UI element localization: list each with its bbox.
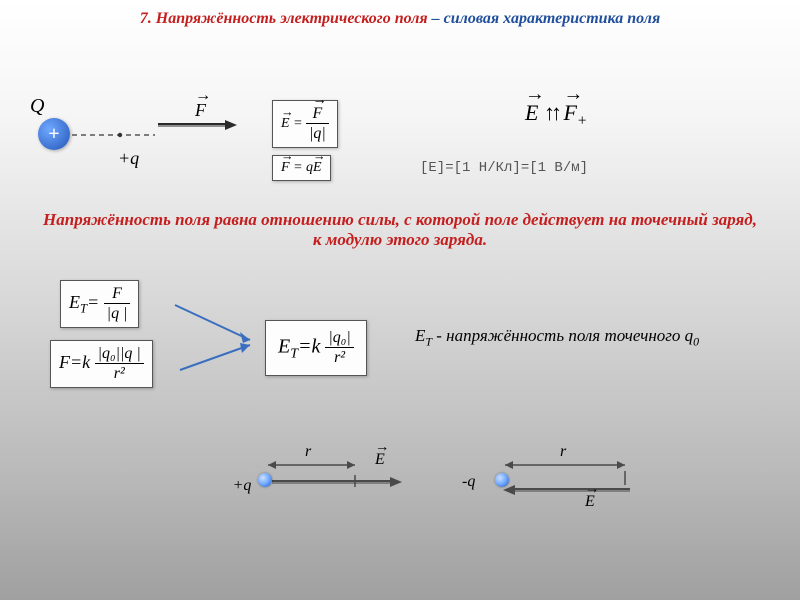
formula-E-definition: E = F|q| <box>272 100 338 148</box>
negative-charge-group: -q r E <box>490 455 660 515</box>
title-connector: – <box>432 10 444 27</box>
formula-E-parallel-F: E ↑↑ F+ <box>525 100 587 130</box>
source-charge-icon: + <box>38 118 70 150</box>
title-red-part: Напряжённость электрического поля <box>156 10 428 27</box>
force-label: F <box>195 100 206 121</box>
formula-coulomb: F=k |q₀||q |r² <box>50 340 153 388</box>
title-number: 7. <box>140 10 152 27</box>
units-text: [E]=[1 Н/Кл]=[1 В/м] <box>420 160 588 176</box>
ET-explanation: ET - напряжённость поля точечного q0 <box>415 325 715 350</box>
positive-charge-group: +q r E <box>240 455 410 510</box>
derivation-arrows-icon <box>170 290 270 390</box>
slide-title: 7. Напряжённость электрического поля – с… <box>0 0 800 34</box>
formula-ET-def: ET= F|q | <box>60 280 139 328</box>
title-blue-part: силовая характеристика поля <box>444 10 661 27</box>
source-charge-label: Q <box>30 95 44 118</box>
definition-text: Напряжённость поля равна отношению силы,… <box>0 210 800 250</box>
formula-F-qE: F = qqEqE <box>272 155 331 181</box>
formula-ET-point: ET=k |q₀|r² <box>265 320 367 376</box>
test-charge-label: +q <box>118 148 139 169</box>
